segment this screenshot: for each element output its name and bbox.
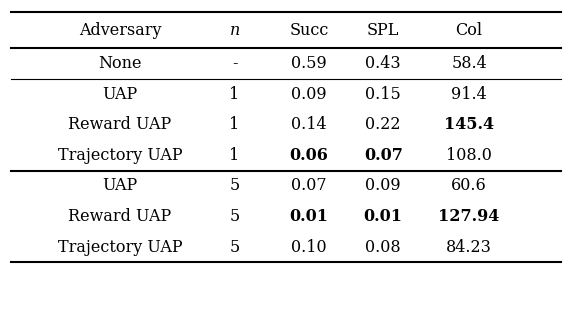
Text: Reward UAP: Reward UAP: [69, 116, 172, 133]
Text: 1: 1: [229, 86, 240, 103]
Text: -: -: [232, 55, 237, 72]
Text: 60.6: 60.6: [451, 178, 487, 194]
Text: n: n: [229, 22, 240, 39]
Text: Reward UAP: Reward UAP: [69, 208, 172, 225]
Text: 0.07: 0.07: [364, 147, 403, 164]
Text: 0.15: 0.15: [366, 86, 401, 103]
Text: 84.23: 84.23: [446, 239, 492, 256]
Text: 0.07: 0.07: [291, 178, 327, 194]
Text: 0.10: 0.10: [291, 239, 327, 256]
Text: UAP: UAP: [102, 86, 138, 103]
Text: Col: Col: [455, 22, 483, 39]
Text: 5: 5: [229, 208, 240, 225]
Text: 91.4: 91.4: [451, 86, 487, 103]
Text: 58.4: 58.4: [451, 55, 487, 72]
Text: 5: 5: [229, 178, 240, 194]
Text: SPL: SPL: [367, 22, 399, 39]
Text: 0.08: 0.08: [366, 239, 401, 256]
Text: 108.0: 108.0: [446, 147, 492, 164]
Text: Succ: Succ: [289, 22, 328, 39]
Text: 0.06: 0.06: [289, 147, 328, 164]
Text: 0.22: 0.22: [366, 116, 401, 133]
Text: 0.09: 0.09: [291, 86, 327, 103]
Text: 1: 1: [229, 147, 240, 164]
Text: 0.14: 0.14: [291, 116, 327, 133]
Text: 0.59: 0.59: [291, 55, 327, 72]
Text: 0.43: 0.43: [366, 55, 401, 72]
Text: Adversary: Adversary: [79, 22, 161, 39]
Text: Trajectory UAP: Trajectory UAP: [58, 147, 182, 164]
Text: 5: 5: [229, 239, 240, 256]
Text: 1: 1: [229, 116, 240, 133]
Text: 127.94: 127.94: [438, 208, 500, 225]
Text: None: None: [98, 55, 142, 72]
Text: 145.4: 145.4: [444, 116, 494, 133]
Text: 0.01: 0.01: [289, 208, 328, 225]
Text: UAP: UAP: [102, 178, 138, 194]
Text: 0.09: 0.09: [366, 178, 401, 194]
Text: Trajectory UAP: Trajectory UAP: [58, 239, 182, 256]
Text: 0.01: 0.01: [364, 208, 403, 225]
